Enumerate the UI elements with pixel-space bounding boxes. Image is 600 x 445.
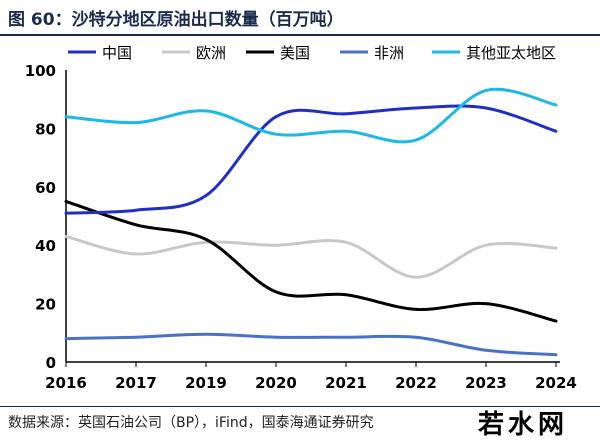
series-line-4 [64, 87, 558, 144]
x-tick-label: 2021 [325, 374, 367, 392]
y-tick-label: 20 [35, 296, 56, 314]
chart-title: 图 60：沙特分地区原油出口数量（百万吨） [8, 10, 344, 30]
title-divider [0, 34, 600, 36]
legend-label-3: 非洲 [374, 44, 404, 62]
title-bar: 图 60：沙特分地区原油出口数量（百万吨） [0, 0, 600, 36]
x-tick-label: 2017 [115, 374, 157, 392]
x-tick-label: 2024 [535, 374, 577, 392]
x-tick-label: 2019 [185, 374, 227, 392]
y-tick-label: 100 [25, 62, 56, 80]
legend-label-0: 中国 [102, 44, 132, 62]
legend-label-1: 欧洲 [196, 44, 226, 62]
watermark-logo: 若水网 [478, 410, 569, 440]
x-tick-label: 2016 [45, 374, 87, 392]
legend-label-2: 美国 [280, 44, 310, 62]
series-line-3 [64, 332, 558, 357]
series-line-0 [64, 104, 558, 215]
x-tick-label: 2022 [395, 374, 437, 392]
line-chart: 0 20 40 60 80 100 2016 2017 2019 2020 2021 2022 2023… [25, 44, 577, 392]
y-tick-label: 40 [35, 237, 56, 255]
y-tick-label: 80 [35, 120, 56, 138]
source-note: 数据来源：英国石油公司（BP），iFind，国泰海通证券研究 [8, 415, 374, 431]
y-tick-label: 0 [46, 354, 56, 372]
y-tick-label: 60 [35, 179, 56, 197]
legend-label-4: 其他亚太地区 [466, 44, 556, 62]
series-line-2 [64, 199, 558, 323]
x-tick-label: 2020 [255, 374, 297, 392]
series-line-1 [64, 234, 558, 279]
x-tick-label: 2023 [465, 374, 507, 392]
source-divider [0, 406, 600, 407]
